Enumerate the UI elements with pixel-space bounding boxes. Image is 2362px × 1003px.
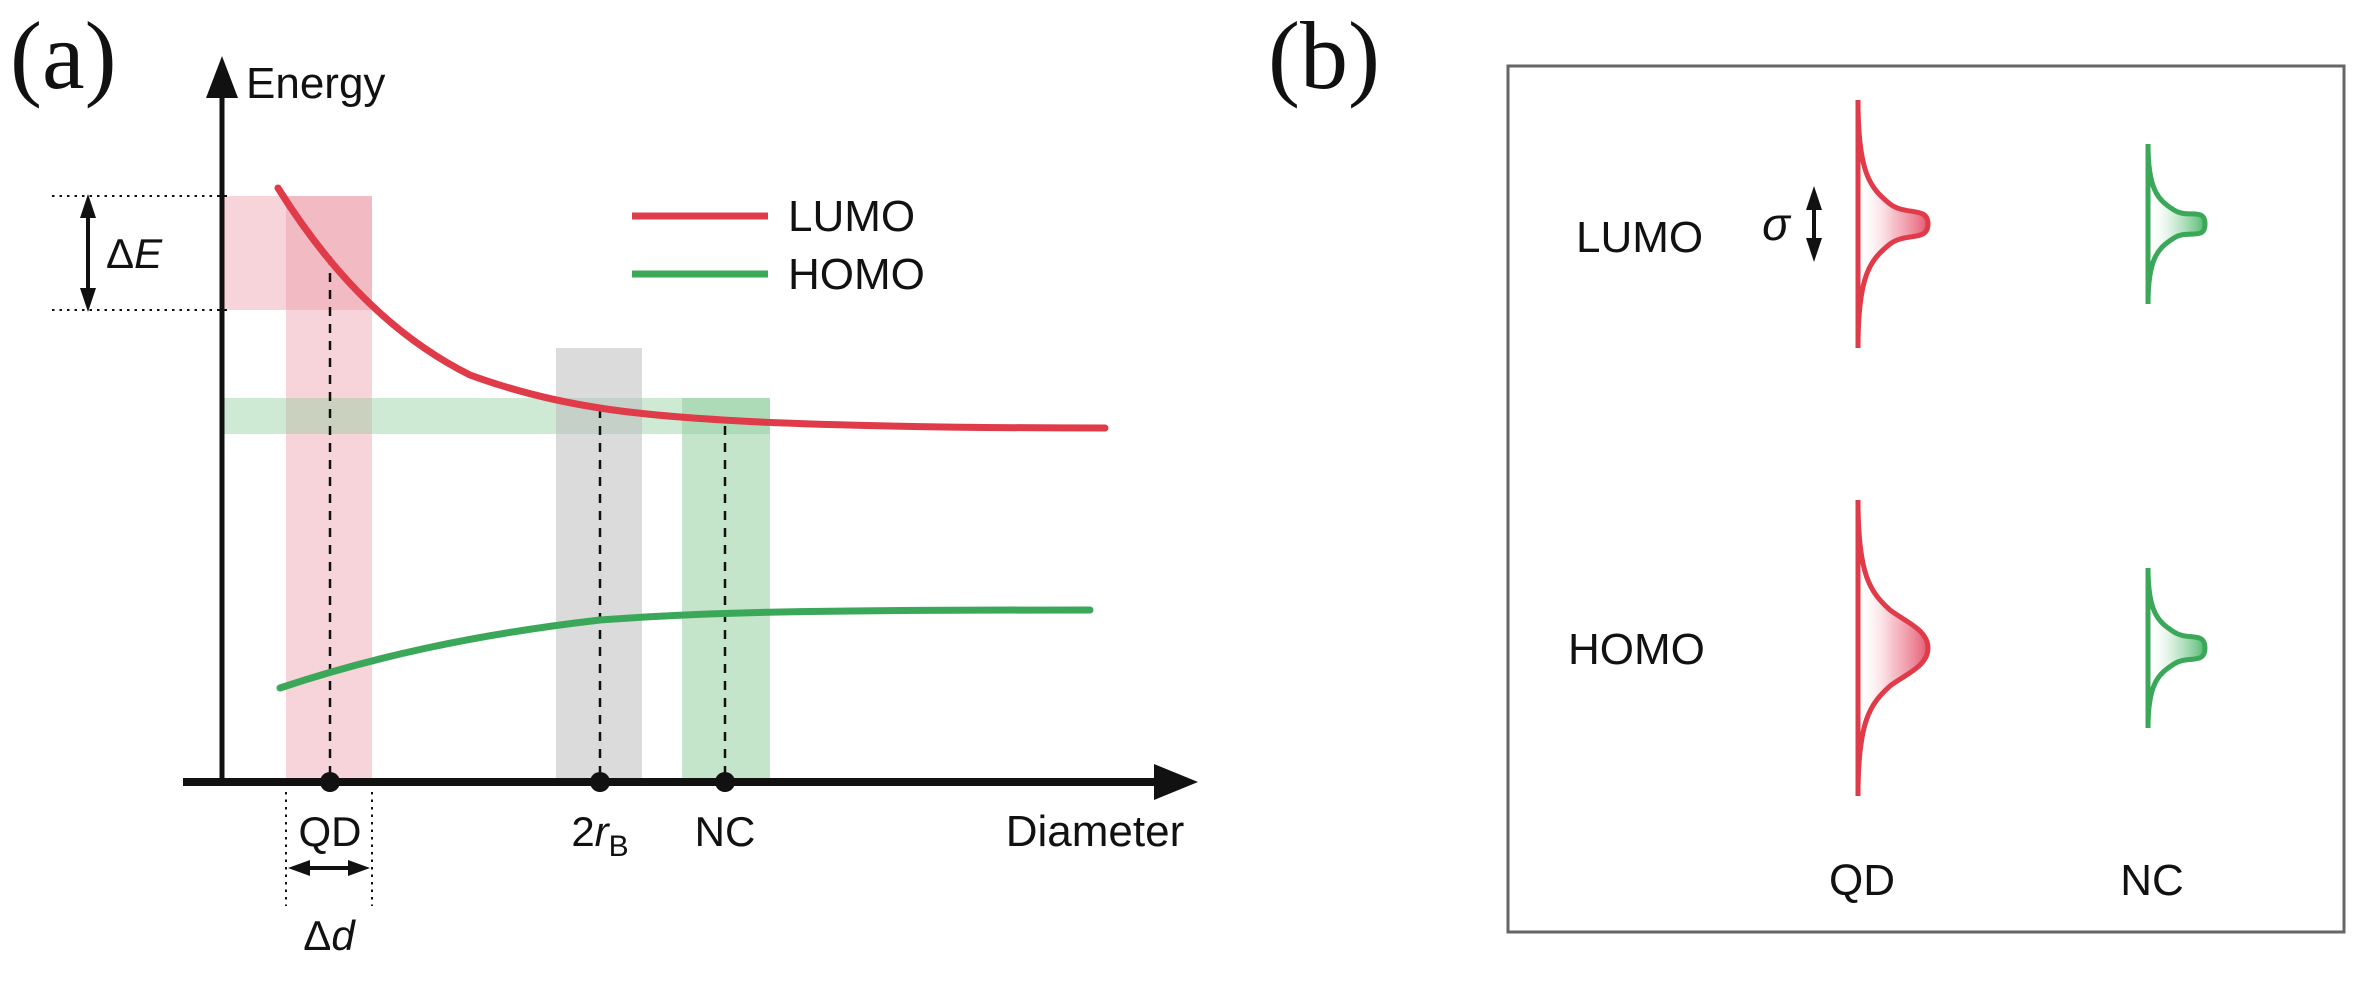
nc-vertical-band <box>682 398 770 782</box>
qd-tick-label: QD <box>299 808 362 855</box>
panel-b-letter: (b) <box>1268 2 1380 109</box>
nc-column-label: NC <box>2120 856 2184 905</box>
panel-b-box <box>1506 64 2346 934</box>
nc-tick-label: NC <box>695 808 756 855</box>
y-axis-label: Energy <box>246 59 385 108</box>
delta-d-arrow <box>288 860 370 876</box>
y-axis-arrowhead <box>206 56 238 98</box>
qd-column-label: QD <box>1829 856 1895 905</box>
qd-lumo-peak <box>1855 99 1931 349</box>
legend: LUMO HOMO <box>632 192 925 299</box>
panel-b: (b) LUMO HOMO σ QD NC <box>1268 2 2346 934</box>
bohr-radius-tick-label: 2rB <box>571 808 628 863</box>
nc-tick-dot <box>715 772 735 792</box>
qd-tick-dot <box>320 772 340 792</box>
x-axis-label: Diameter <box>1006 807 1185 856</box>
lumo-row-label: LUMO <box>1576 213 1703 262</box>
sigma-label: σ <box>1762 198 1792 250</box>
delta-e-arrow <box>80 194 96 312</box>
bohr-radius-tick-dot <box>590 772 610 792</box>
homo-row-label: HOMO <box>1568 625 1705 674</box>
nc-lumo-peak <box>2145 143 2208 305</box>
delta-d-label: Δd <box>303 912 356 959</box>
homo-curve <box>276 606 1094 692</box>
delta-e-label: ΔE <box>106 230 163 277</box>
legend-homo-label: HOMO <box>788 250 925 299</box>
panel-a-letter: (a) <box>10 2 117 109</box>
x-axis-arrowhead <box>1154 764 1198 800</box>
qd-vertical-band <box>286 196 372 782</box>
nc-homo-peak <box>2145 567 2208 729</box>
legend-lumo-label: LUMO <box>788 192 915 241</box>
sigma-arrow <box>1806 186 1822 262</box>
panel-a: ΔE Energy Diameter LUMO HOMO QD 2rB NC <box>10 2 1198 959</box>
qd-homo-peak <box>1855 499 1931 797</box>
lumo-curve <box>274 184 1109 432</box>
